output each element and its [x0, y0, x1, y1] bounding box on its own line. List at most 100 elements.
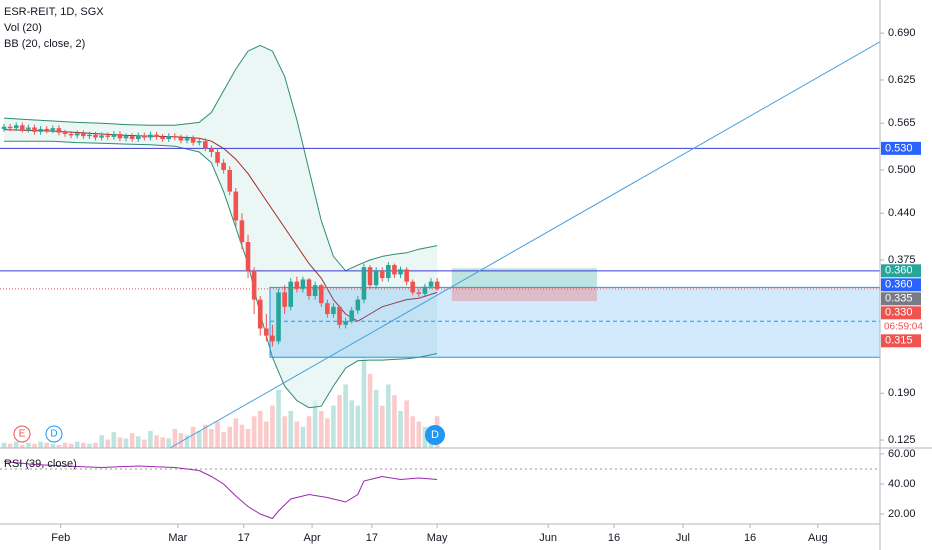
x-tick-label: 16: [608, 532, 620, 544]
candle-body: [99, 135, 104, 138]
volume-bar: [1, 442, 7, 448]
volume-bar: [386, 384, 391, 448]
candle-body: [251, 270, 257, 300]
volume-bar: [50, 443, 56, 448]
x-tick-label: Jun: [539, 532, 557, 544]
y-tick-label: 0.625: [888, 74, 916, 86]
y-tick-label: 0.190: [888, 387, 916, 399]
rsi-tick-label: 60.00: [888, 448, 916, 460]
candle-body: [190, 138, 196, 143]
volume-bar: [166, 438, 172, 448]
candle-body: [209, 148, 214, 152]
candle-body: [257, 299, 263, 329]
earnings-text: E: [19, 429, 26, 440]
events: E D D: [13, 425, 445, 445]
position-box: [269, 286, 880, 358]
y-tick-label: 0.565: [888, 117, 916, 129]
volume-bar: [74, 441, 80, 448]
volume-bar: [398, 410, 403, 448]
candle-body: [422, 286, 428, 294]
rsi-tick-label: 40.00: [888, 478, 916, 490]
candle-body: [282, 292, 287, 307]
volume-bar: [93, 442, 98, 448]
candle-body: [74, 133, 80, 136]
volume-bar: [44, 442, 50, 448]
x-tick-label: Aug: [808, 532, 828, 544]
candle-body: [44, 128, 50, 131]
candle-body: [410, 281, 416, 293]
candle-body: [361, 267, 367, 300]
rsi-line: [3, 461, 438, 520]
candle-body: [93, 134, 98, 138]
candle-body: [343, 321, 348, 325]
candle-body: [172, 136, 178, 138]
candle-body: [355, 299, 361, 311]
volume-bar: [245, 428, 251, 448]
candle-body: [428, 281, 434, 287]
countdown: 06:59:04: [884, 321, 923, 332]
stop-zone: [451, 287, 597, 302]
volume-bar: [129, 433, 135, 448]
candle-body: [221, 162, 226, 170]
candle-body: [50, 128, 56, 131]
candle-body: [111, 133, 117, 137]
bb-upper: [3, 44, 438, 272]
x-tick-label: 17: [366, 532, 378, 544]
rsi-label: RSI (39, close): [4, 458, 77, 470]
volume-bar: [373, 389, 379, 448]
volume-bar: [404, 400, 409, 448]
candle-body: [367, 267, 373, 286]
legend: ESR-REIT, 1D, SGX Vol (20) BB (20, close…: [4, 6, 104, 470]
x-tick-label: Feb: [51, 532, 70, 544]
volume-bar: [227, 426, 233, 448]
earnings-marker[interactable]: [13, 425, 31, 443]
candle-body: [294, 281, 300, 289]
y-tick-label: 0.125: [888, 434, 916, 446]
candle-body: [1, 126, 7, 129]
dividend-marker[interactable]: [45, 425, 63, 443]
volume-bar: [239, 424, 245, 448]
y-tick-label: 0.440: [888, 207, 916, 219]
volume-bar: [203, 424, 208, 448]
y-tick-label: 0.375: [888, 254, 916, 266]
volume-bar: [99, 435, 104, 448]
candle-body: [203, 141, 208, 149]
candle-body: [349, 310, 355, 322]
volume-bar: [68, 443, 74, 448]
volume-bar: [26, 442, 31, 448]
y-tick-label: 0.690: [888, 27, 916, 39]
volume-bar: [331, 405, 336, 448]
countdown-bg: [881, 320, 931, 334]
candle-body: [142, 135, 147, 138]
candle-body: [264, 328, 269, 336]
volume-bar: [117, 437, 123, 448]
volume-bar: [190, 426, 196, 448]
price-label-bg: [881, 264, 921, 278]
volume-bar: [416, 421, 422, 448]
candle-body: [196, 141, 202, 143]
x-tick-label: 17: [238, 532, 250, 544]
volume-bar: [264, 421, 269, 448]
volume-bar: [337, 395, 342, 448]
volume-bar: [142, 439, 147, 448]
candle-body: [154, 134, 159, 137]
volume-bar: [392, 395, 397, 448]
volume-bar: [349, 400, 355, 448]
candle-body: [62, 132, 68, 134]
candle-body: [68, 133, 74, 136]
volume-bar: [178, 433, 184, 448]
volume-bar: [111, 432, 117, 448]
volume-bar: [379, 405, 385, 448]
dividend-marker[interactable]: [425, 425, 445, 445]
volume-bar: [7, 443, 13, 448]
price-label: 0.315: [885, 335, 913, 347]
volume-bar: [184, 435, 190, 448]
volume-bar: [81, 442, 86, 448]
candle-body: [13, 125, 19, 129]
volume-bar: [257, 410, 263, 448]
candle-body: [129, 136, 135, 140]
candle-body: [337, 306, 342, 325]
candle-body: [379, 270, 385, 279]
